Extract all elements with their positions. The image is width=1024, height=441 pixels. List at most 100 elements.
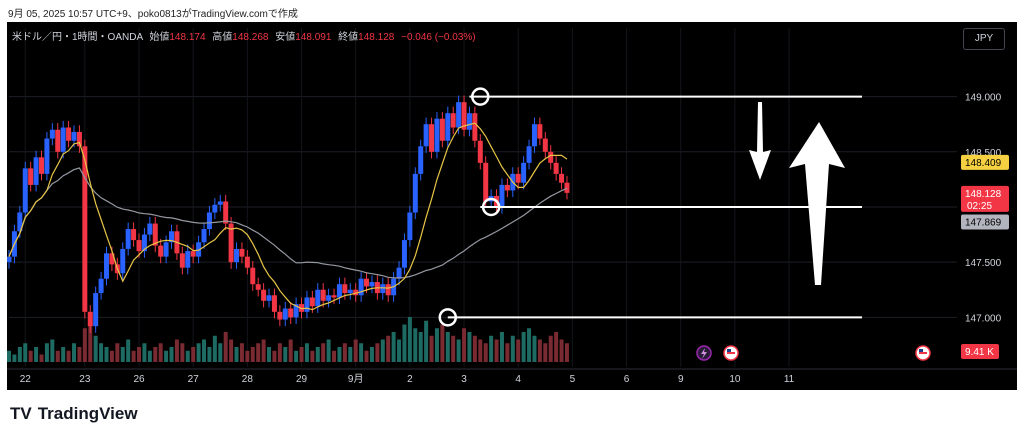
candle[interactable]	[66, 127, 72, 141]
candle[interactable]	[125, 229, 131, 249]
candle[interactable]	[401, 240, 407, 268]
candle[interactable]	[347, 289, 353, 294]
candle[interactable]	[196, 242, 202, 257]
candle[interactable]	[358, 278, 364, 296]
price-chart[interactable]: 149.000148.500148.000147.500147.000148.4…	[7, 22, 1017, 390]
candle[interactable]	[445, 113, 451, 141]
candle[interactable]	[266, 295, 272, 301]
candle[interactable]	[369, 282, 375, 287]
candle[interactable]	[206, 212, 212, 230]
candle[interactable]	[396, 267, 402, 279]
candle[interactable]	[201, 229, 207, 243]
candle[interactable]	[331, 295, 337, 298]
candle[interactable]	[542, 138, 548, 152]
candle[interactable]	[169, 231, 175, 243]
candle[interactable]	[93, 293, 99, 327]
candle[interactable]	[60, 127, 66, 152]
candle[interactable]	[141, 234, 147, 252]
candle[interactable]	[136, 240, 142, 252]
candle[interactable]	[342, 284, 348, 294]
candle[interactable]	[223, 201, 229, 224]
candle[interactable]	[239, 248, 245, 257]
candle[interactable]	[22, 168, 28, 213]
candle[interactable]	[28, 168, 34, 185]
candle[interactable]	[33, 157, 39, 185]
candle[interactable]	[364, 278, 370, 287]
candle[interactable]	[152, 223, 158, 246]
candle[interactable]	[477, 140, 483, 163]
candle[interactable]	[147, 223, 153, 235]
candle[interactable]	[553, 162, 559, 174]
candle[interactable]	[255, 284, 261, 290]
candle[interactable]	[131, 229, 137, 241]
circle-mid[interactable]	[481, 197, 501, 217]
candle[interactable]	[250, 267, 256, 285]
candle[interactable]	[17, 212, 23, 232]
candle[interactable]	[466, 113, 472, 130]
candle[interactable]	[304, 297, 310, 312]
candle[interactable]	[531, 124, 537, 147]
candle[interactable]	[104, 253, 110, 279]
chart-panel[interactable]: 149.000148.500148.000147.500147.000148.4…	[7, 22, 1017, 390]
candle[interactable]	[548, 151, 554, 163]
candle[interactable]	[277, 311, 283, 320]
candle[interactable]	[244, 256, 250, 268]
candle[interactable]	[271, 295, 277, 312]
candle[interactable]	[217, 201, 223, 205]
candle[interactable]	[71, 131, 77, 141]
candle[interactable]	[228, 223, 234, 263]
candle[interactable]	[429, 124, 435, 152]
candle[interactable]	[49, 129, 55, 139]
candle[interactable]	[288, 308, 294, 318]
candle[interactable]	[109, 253, 115, 265]
candle[interactable]	[504, 184, 510, 191]
candle[interactable]	[98, 278, 104, 294]
circle-high[interactable]	[471, 87, 490, 106]
currency-button[interactable]: JPY	[963, 28, 1005, 50]
candle[interactable]	[55, 129, 61, 152]
candle[interactable]	[418, 146, 424, 174]
arrow-down[interactable]	[749, 102, 771, 180]
candle[interactable]	[483, 162, 489, 202]
candle[interactable]	[315, 289, 321, 307]
arrow-up[interactable]	[789, 122, 845, 285]
candle[interactable]	[82, 146, 88, 312]
candle[interactable]	[564, 182, 570, 193]
candle[interactable]	[537, 124, 543, 139]
candle[interactable]	[412, 173, 418, 213]
candle[interactable]	[120, 248, 126, 274]
symbol-label[interactable]: 米ドル／円・1時間・OANDA	[12, 32, 143, 43]
candle[interactable]	[261, 289, 267, 301]
candle[interactable]	[282, 308, 288, 320]
candle[interactable]	[293, 304, 299, 318]
candle[interactable]	[190, 251, 196, 257]
candle[interactable]	[423, 124, 429, 147]
candle[interactable]	[472, 113, 478, 141]
candle[interactable]	[179, 253, 185, 268]
candle[interactable]	[526, 146, 532, 163]
candle[interactable]	[320, 289, 326, 301]
candle[interactable]	[456, 102, 462, 128]
candle[interactable]	[76, 131, 82, 147]
candle[interactable]	[521, 162, 527, 183]
candle[interactable]	[163, 242, 169, 257]
candle[interactable]	[450, 113, 456, 128]
candle[interactable]	[407, 212, 413, 241]
candle[interactable]	[461, 102, 467, 130]
candle[interactable]	[158, 245, 164, 257]
candle[interactable]	[44, 138, 50, 174]
candle[interactable]	[515, 173, 521, 183]
candle[interactable]	[499, 184, 505, 207]
candle[interactable]	[439, 118, 445, 141]
candle[interactable]	[336, 284, 342, 298]
candle[interactable]	[385, 284, 391, 296]
candle[interactable]	[309, 297, 315, 307]
candle[interactable]	[7, 256, 12, 263]
candle[interactable]	[87, 311, 93, 327]
candle[interactable]	[380, 284, 386, 294]
candle[interactable]	[185, 251, 191, 268]
candle[interactable]	[234, 248, 240, 263]
candle[interactable]	[353, 289, 359, 296]
circle-low[interactable]	[438, 308, 458, 327]
candle[interactable]	[39, 157, 45, 174]
